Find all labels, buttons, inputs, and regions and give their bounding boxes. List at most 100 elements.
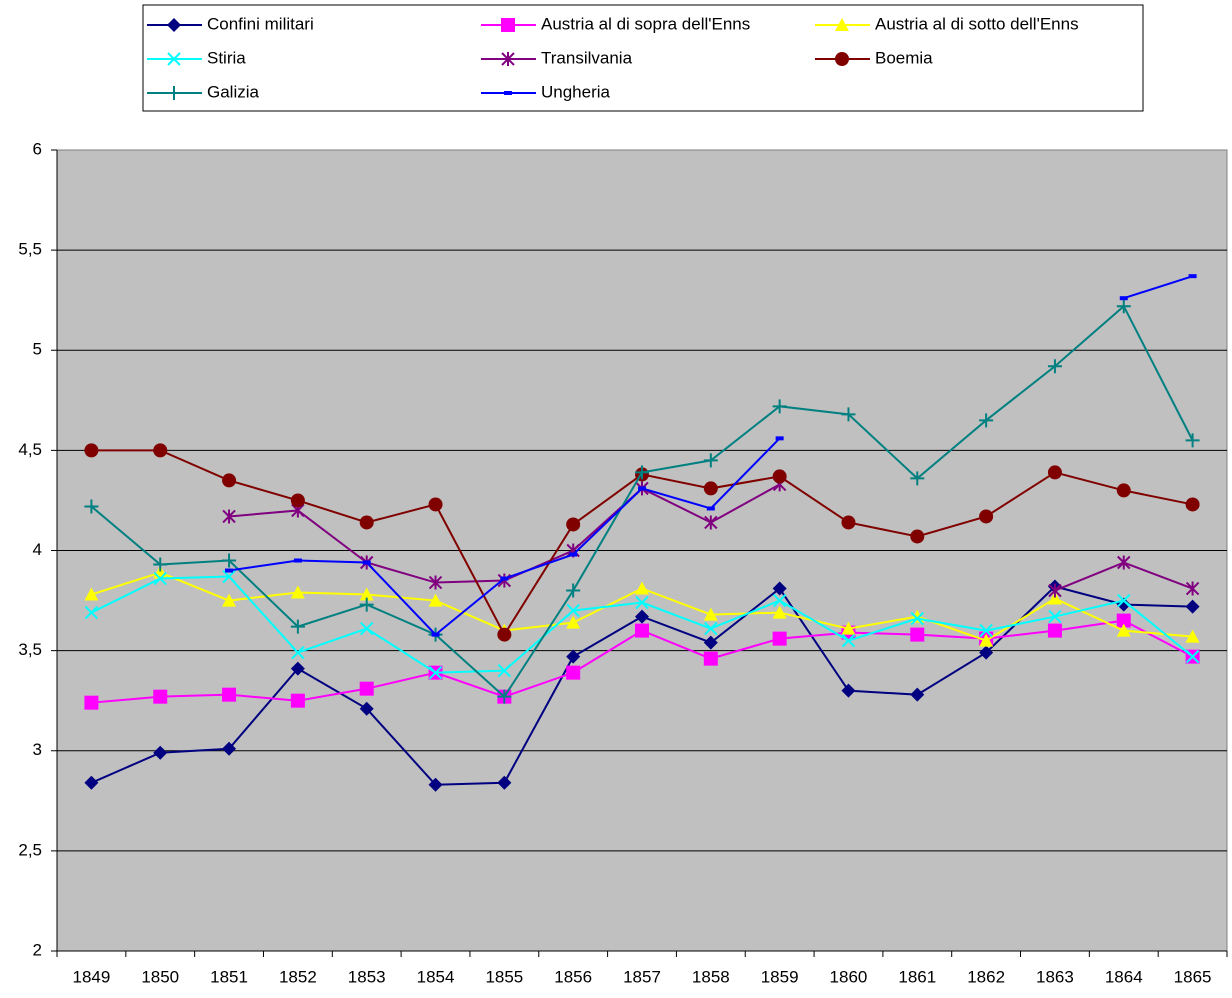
marker xyxy=(1116,483,1131,498)
x-tick-label: 1860 xyxy=(830,967,868,986)
marker xyxy=(979,623,993,638)
legend-label: Austria al di sotto dell'Enns xyxy=(875,14,1079,33)
x-tick-label: 1854 xyxy=(417,967,455,986)
marker xyxy=(428,497,443,512)
marker xyxy=(291,645,305,660)
marker xyxy=(359,515,374,530)
x-tick-label: 1853 xyxy=(348,967,386,986)
marker xyxy=(772,593,787,608)
marker xyxy=(979,509,994,524)
marker xyxy=(153,557,168,572)
marker xyxy=(841,407,856,422)
marker xyxy=(1048,609,1062,624)
marker xyxy=(153,443,168,458)
marker xyxy=(910,687,925,702)
marker xyxy=(153,571,167,586)
marker xyxy=(1185,629,1200,643)
marker xyxy=(566,615,581,629)
legend-label: Galizia xyxy=(207,82,260,101)
marker xyxy=(772,605,787,619)
marker xyxy=(1116,299,1131,314)
x-tick-label: 1859 xyxy=(761,967,799,986)
marker xyxy=(1047,359,1062,374)
marker xyxy=(835,18,849,31)
marker xyxy=(841,633,856,648)
marker xyxy=(772,631,787,646)
marker xyxy=(703,635,718,650)
marker xyxy=(566,649,581,664)
marker xyxy=(1185,497,1200,512)
marker xyxy=(566,517,581,532)
marker xyxy=(222,553,237,568)
marker xyxy=(359,701,374,716)
marker xyxy=(167,52,181,66)
legend-label: Ungheria xyxy=(541,82,611,101)
marker xyxy=(222,569,236,584)
legend-label: Transilvania xyxy=(541,48,633,67)
marker xyxy=(1047,623,1062,638)
x-tick-label: 1849 xyxy=(72,967,110,986)
y-tick-label: 2,5 xyxy=(18,840,42,859)
marker xyxy=(167,86,181,100)
y-tick-label: 4,5 xyxy=(18,440,42,459)
marker xyxy=(497,689,512,704)
marker xyxy=(841,621,856,635)
marker xyxy=(772,469,787,484)
marker xyxy=(1116,613,1131,628)
x-tick-label: 1863 xyxy=(1036,967,1074,986)
marker xyxy=(431,632,440,637)
legend-label: Stiria xyxy=(207,48,246,67)
marker xyxy=(222,593,237,607)
x-tick-label: 1851 xyxy=(210,967,248,986)
marker xyxy=(703,453,718,468)
marker xyxy=(635,581,649,595)
marker xyxy=(497,627,512,642)
marker xyxy=(835,52,849,66)
marker xyxy=(1119,296,1128,301)
marker xyxy=(290,619,305,634)
y-tick-label: 3 xyxy=(33,740,42,759)
marker xyxy=(703,607,718,621)
marker xyxy=(428,593,443,607)
marker xyxy=(290,661,305,676)
marker xyxy=(84,775,99,790)
marker xyxy=(84,695,99,710)
marker xyxy=(910,471,925,486)
y-tick-label: 5,5 xyxy=(18,240,42,259)
legend-label: Austria al di sopra dell'Enns xyxy=(541,14,750,33)
marker xyxy=(841,683,856,698)
marker xyxy=(910,529,925,544)
marker xyxy=(84,605,99,620)
marker xyxy=(222,741,237,756)
x-tick-label: 1855 xyxy=(485,967,523,986)
marker xyxy=(501,18,515,32)
x-tick-label: 1861 xyxy=(898,967,936,986)
marker xyxy=(359,597,374,612)
marker xyxy=(1185,433,1200,448)
marker xyxy=(293,558,302,563)
legend-label: Boemia xyxy=(875,48,933,67)
marker xyxy=(222,509,236,524)
marker xyxy=(84,587,99,601)
marker xyxy=(566,665,581,680)
marker xyxy=(841,515,856,530)
marker xyxy=(428,665,443,680)
marker xyxy=(84,443,99,458)
marker xyxy=(167,18,181,32)
marker xyxy=(979,645,994,660)
marker xyxy=(359,587,374,601)
marker xyxy=(635,609,649,624)
marker xyxy=(428,575,443,590)
marker xyxy=(1048,583,1062,598)
marker xyxy=(638,486,646,491)
marker xyxy=(359,621,374,636)
marker xyxy=(706,506,715,511)
marker xyxy=(979,633,994,647)
marker xyxy=(222,687,237,702)
y-tick-label: 5 xyxy=(33,340,42,359)
marker xyxy=(635,465,649,480)
marker xyxy=(1185,599,1200,614)
marker xyxy=(501,52,515,66)
y-tick-label: 2 xyxy=(33,940,42,959)
marker xyxy=(222,473,237,488)
